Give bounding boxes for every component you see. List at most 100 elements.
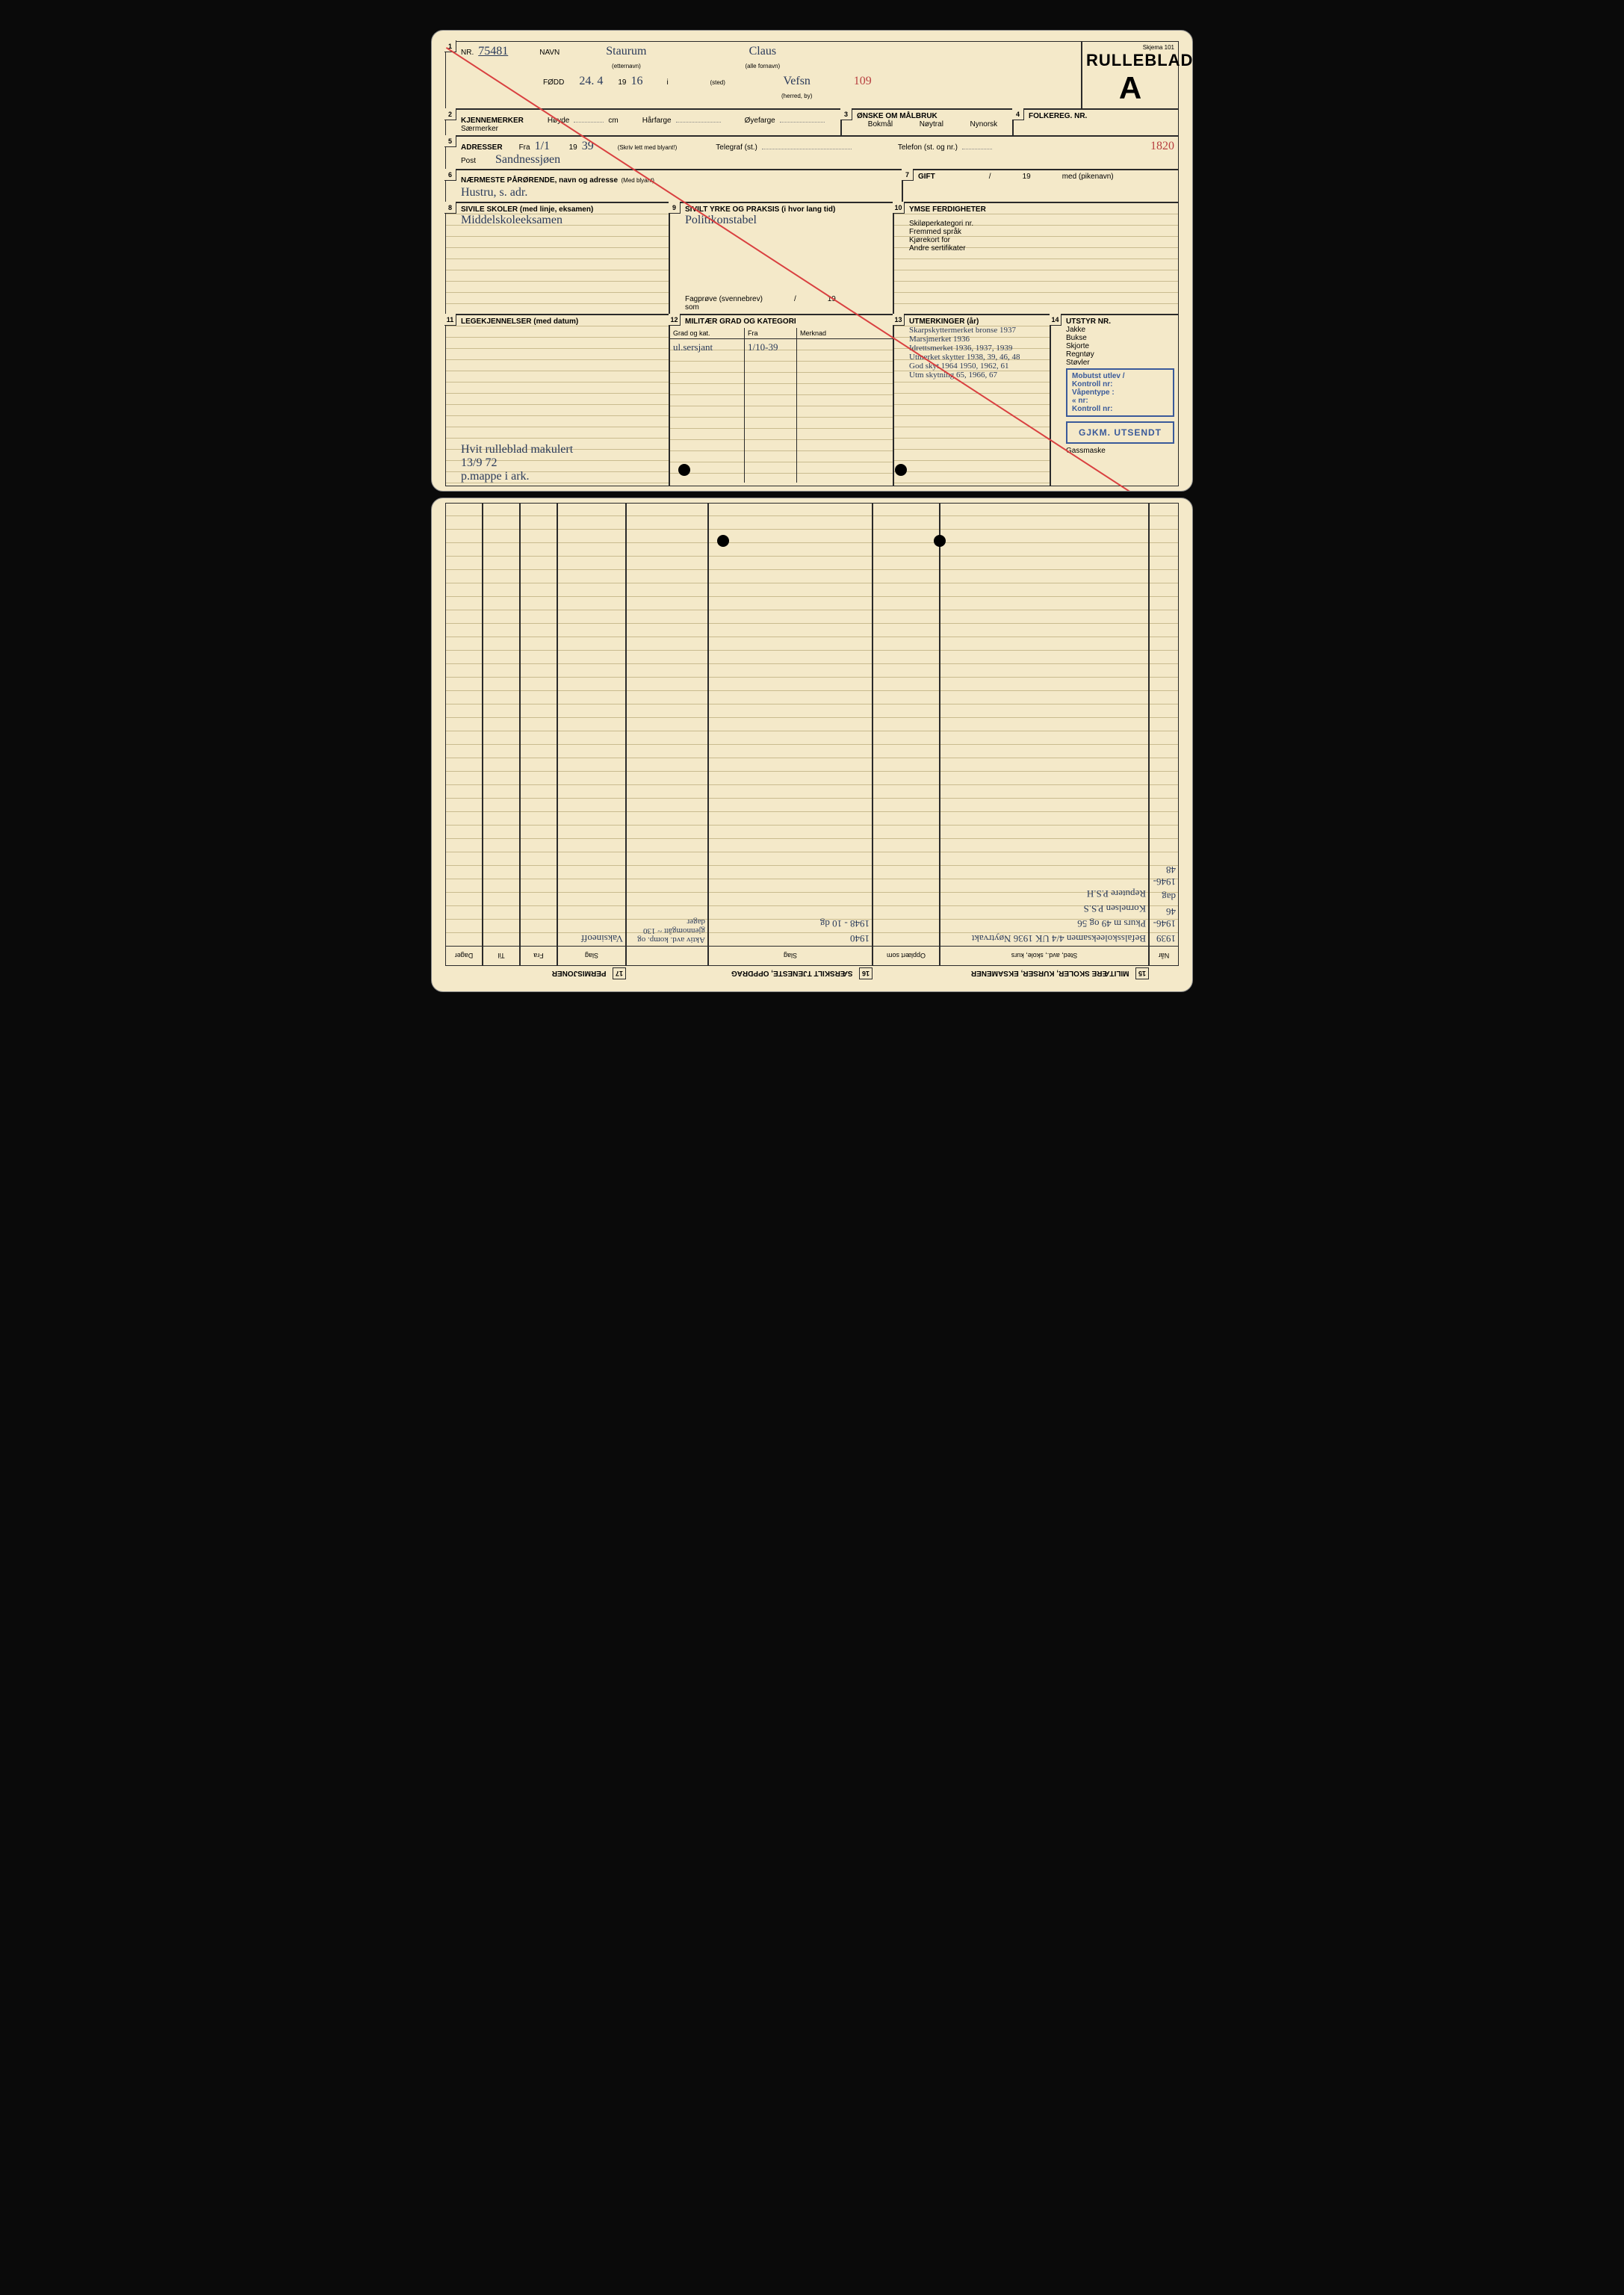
sivile-val: Middelskoleeksamen [461,214,665,227]
box-num-3: 3 [840,108,852,120]
box-num-15: 15 [1135,967,1149,979]
h-til: Til [483,946,519,965]
punch-hole [678,464,690,476]
saermerker: Særmerker [461,125,837,133]
col-opp-16: Slag Vaksineoff [557,503,626,966]
sivile-skoler-cell: 8 SIVILE SKOLER (med linje, eksamen) Mid… [445,202,669,315]
fra: Fra [519,143,530,152]
yrke-val: Politikonstabel [685,214,889,227]
stamp-l0: Mobutst utlev / [1072,372,1168,380]
r15-1-sted: Pkurs m 49 og 56 [940,916,1148,931]
telegraf: Telegraf (st.) [716,143,757,152]
herred-sub: (herred, by) [781,93,812,99]
stamp-l4: Kontroll nr: [1072,405,1168,413]
r16-0-nar: 1940 [709,931,872,946]
col-slag2-16: Aktiv avd. komp. og gjennomgått ~ 130 da… [626,503,708,966]
row-1: 1 NR. 75481 NAVN Staurum (etternavn) Cla… [445,41,1179,109]
ski: Skiløperkategori nr. [909,220,1174,228]
kjorekort: Kjørekort for [909,236,1174,244]
fagprove: Fagprøve (svennebrev) [685,295,763,303]
row-2: 2 KJENNEMERKER Høyde cm Hårfarge Øyefarg… [445,109,1179,136]
lege-cell: 11 LEGEKJENNELSER (med datum) Hvit rulle… [445,315,669,486]
box-num-8: 8 [444,202,456,214]
r15-2-sted: Kornelsen P.S.S [940,901,1148,916]
kjenn-cell: 2 KJENNEMERKER Høyde cm Hårfarge Øyefarg… [445,109,841,136]
sec16: SÆRSKILT TJENESTE, OPPDRAG [731,969,853,977]
fodd-year-prefix: 19 [618,78,626,87]
regntoy: Regntøy [1066,350,1174,359]
stamp-l1: Kontroll nr: [1072,380,1168,388]
box-num-5: 5 [444,135,456,147]
med: med (pikenavn) [1062,173,1114,181]
ymse-cell: 10 YMSE FERDIGHETER Skiløperkategori nr.… [893,202,1179,315]
h-opp: Opplært som [873,946,939,965]
utstyr: UTSTYR NR. [1066,318,1174,326]
utmerk-4: God skyt 1964 1950, 1962, 61 [909,362,1046,371]
utmerk-cell: 13 UTMERKINGER (år) Skarpskyttermerket b… [893,315,1050,486]
bokmal: Bokmål [868,120,893,128]
r16-1-nar: 1948 - 10 dg [709,916,872,931]
instr: (Skriv lett med blyant!) [618,144,678,151]
som: som [685,303,889,312]
andre: Andre sertifikater [909,244,1174,253]
r15-3-nar: 1946-48 [1150,862,1178,889]
kjenn-label: KJENNEMERKER [461,117,524,125]
lege-note3: p.mappe i ark. [461,470,665,483]
i-label: i [666,78,668,87]
nr-value: 75481 [478,45,508,58]
col-nar-15: Når 1939 1946-46 dag 1946-48 [1149,503,1179,966]
punch-hole [895,464,907,476]
etternavn: Staurum [606,45,646,58]
year-val: 39 [582,140,594,153]
lege-note2: 13/9 72 [461,456,665,470]
post-val: Sandnessjøen [495,153,560,167]
r15-2-nar: dag [1150,889,1178,904]
box-num-6: 6 [444,169,456,181]
grad-h: Grad og kat. [670,328,745,338]
form-id: Skjema 101 [1086,44,1174,51]
box-num-7: 7 [902,169,914,181]
h-slag2: Slag [558,946,625,965]
h-slag: Slag [709,946,872,965]
sivile-skoler: SIVILE SKOLER (med linje, eksamen) [461,205,665,214]
fremmed: Fremmed språk [909,228,1174,236]
box-num-12: 12 [669,314,681,326]
utstyr-cell: 14 UTSTYR NR. Jakke Bukse Skjorte Regntø… [1050,315,1179,486]
harfarge: Hårfarge [642,117,672,125]
col-dager-17: Dager [445,503,483,966]
box-num-13: 13 [893,314,905,326]
narmeste-val: Hustru, s. adr. [461,186,527,199]
gassmaske: Gassmaske [1066,447,1174,455]
militaer-cell: 12 MILITÆR GRAD OG KATEGORI Grad og kat.… [669,315,893,486]
mil-head: Grad og kat. Fra Merknad [670,328,893,339]
etternavn-sub: (etternavn) [612,63,641,69]
col-slag-16: Slag 1940 1948 - 10 dg [708,503,873,966]
fra-val: 1/1 [535,140,565,153]
r16-0-opp: Vaksineoff [558,931,625,946]
onske-label: ØNSKE OM MÅLBRUK [857,112,1008,120]
sivilt-yrke-cell: 9 SIVILT YRKE OG PRAKSIS (i hvor lang ti… [669,202,893,315]
navn-label: NAVN [539,49,560,57]
gift-year: 19 [1023,173,1031,181]
col-til-17: Til [483,503,520,966]
post: Post [461,157,476,165]
utmerk-5: Utm skytning 65, 1966, 67 [909,371,1046,380]
adresser-cell: 5 ADRESSER Fra 1/1 19 39 (Skriv lett med… [445,136,1179,170]
fornavn-sub: (alle fornavn) [746,63,781,69]
utmerk: UTMERKINGER (år) [909,318,1046,326]
oyefarge: Øyefarge [745,117,775,125]
fodd-day: 24. 4 [568,75,613,88]
row-5: 8 SIVILE SKOLER (med linje, eksamen) Mid… [445,202,1179,315]
fornavn: Claus [749,45,776,58]
title: RULLEBLAD [1086,51,1174,70]
folkereg: FOLKEREG. NR. [1029,112,1174,120]
h-fra: Fra [521,946,557,965]
box-num-10: 10 [893,202,905,214]
sec17: PERMISJONER [552,969,607,977]
stamp-l3: « nr: [1072,397,1168,405]
col-fra-17: Fra [520,503,557,966]
col-opp-15: Opplært som [873,503,940,966]
fag-year: 19 [828,295,836,303]
box-num-11: 11 [444,314,456,326]
militaer: MILITÆR GRAD OG KATEGORI [670,315,893,328]
